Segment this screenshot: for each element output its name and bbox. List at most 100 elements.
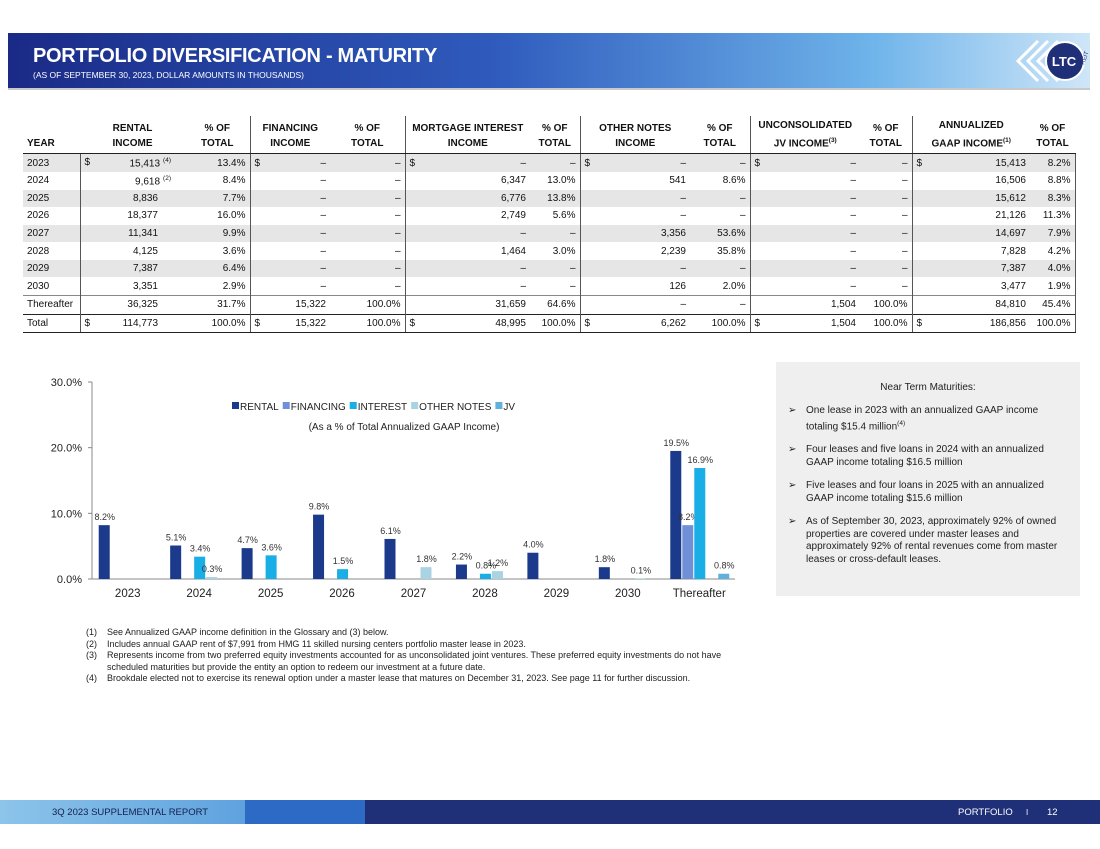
header-top: % OF [354, 123, 381, 135]
header-bottom: INCOME [615, 138, 656, 150]
percent-cell: 3.0% [530, 242, 581, 260]
column-header: RENTAL INCOME [80, 116, 185, 155]
amount-cell: 1,464 [405, 242, 530, 260]
footnote: (3) Represents income from two preferred … [86, 650, 758, 673]
percent-cell: – [690, 207, 751, 225]
legend-label: INTEREST [358, 402, 407, 413]
maturity-table: YEAR RENTAL INCOME % OF TOTAL FINANCING INCOME… [23, 116, 1076, 334]
footnote: (1) See Annualized GAAP income definition… [86, 627, 758, 639]
header-bottom: TOTAL [351, 138, 384, 150]
cell-value: 3,356 [660, 228, 686, 239]
bar [384, 538, 396, 579]
footnote: (2) Includes annual GAAP rent of $7,991 f… [86, 639, 758, 651]
chart: (As a % of Total Annualized GAAP Income)… [51, 377, 735, 600]
percent-cell: – [860, 171, 913, 190]
percent-cell: – [690, 295, 751, 315]
x-tick-label: Thereafter [673, 588, 726, 600]
footer-band [245, 800, 365, 824]
cell-value: 15,612 [995, 192, 1026, 204]
amount-cell: – [580, 207, 690, 225]
cell-value: – [850, 280, 856, 292]
bar [694, 468, 706, 579]
bar [337, 569, 349, 579]
percent-cell: 6.4% [185, 259, 251, 278]
legend-swatch [411, 402, 419, 409]
bullet: Five leases and four loans in 2025 with … [788, 480, 1062, 505]
percent-cell: 35.8% [690, 242, 751, 260]
header-row: YEAR RENTAL INCOME % OF TOTAL FINANCING INCOME… [23, 116, 1075, 155]
x-tick-label: 2027 [401, 588, 427, 600]
logo-chevron [1015, 39, 1040, 83]
header-bottom: YEAR [27, 138, 55, 150]
cell-value: 1,504 [830, 299, 856, 311]
amount-cell: – [750, 259, 860, 278]
header-top: % OF [541, 123, 568, 135]
amount-cell: – [580, 259, 690, 278]
cell-value: 13.4% [217, 157, 246, 169]
cell-value: – [394, 157, 401, 169]
percent-cell: – [530, 277, 581, 296]
percent-cell: 31.7% [185, 295, 251, 315]
header-bottom: JV INCOME [773, 138, 829, 150]
table-row: 2027 11,341 9.9% – – – – 3,356 53.6% – – 14,697 7.9% [23, 224, 1076, 243]
percent-cell: 8.4% [185, 171, 251, 190]
data-label: 2.2% [452, 552, 473, 562]
header-top: % OF [872, 123, 899, 135]
cell-value: – [739, 157, 746, 169]
percent-cell: – [330, 242, 406, 260]
cell-value: 36,325 [127, 299, 158, 311]
cell-value: 100.0% [211, 317, 246, 329]
cell-value: – [394, 245, 401, 257]
cell-value: – [320, 210, 326, 222]
data-label: 6.1% [380, 526, 401, 536]
currency: $ [584, 317, 591, 329]
data-label: 1.8% [595, 554, 616, 564]
bar [420, 567, 432, 579]
x-tick-label: 2030 [615, 588, 641, 600]
data-label: 1.5% [333, 556, 354, 566]
table-row: 2026 18,377 16.0% – – 2,749 5.6% – – – – 21,126 11.3… [23, 207, 1076, 225]
data-label: 1.8% [416, 554, 437, 564]
percent-cell: – [530, 224, 581, 243]
data-label: 8.2% [678, 512, 699, 522]
cell-value: – [739, 192, 746, 204]
header-note: (1) [1003, 137, 1011, 144]
percent-cell: 13.8% [530, 189, 581, 208]
column-header: % OF TOTAL [860, 116, 913, 155]
data-label: 8.2% [94, 512, 115, 522]
cell-value: – [850, 175, 856, 187]
cell-value: – [320, 228, 326, 239]
data-label: 1.2% [488, 558, 509, 568]
column-header: % OF TOTAL [530, 116, 581, 155]
row-label: Thereafter [23, 295, 80, 315]
x-tick-label: 2023 [115, 588, 141, 600]
amount-cell: 2,239 [580, 242, 690, 260]
amount-cell: – [750, 224, 860, 243]
data-label: 4.7% [237, 535, 258, 545]
header-bottom: INCOME [112, 138, 153, 150]
amount-cell: $15,413 (4) [79, 153, 185, 172]
cell-value: – [569, 157, 576, 169]
percent-cell: 7.7% [185, 189, 251, 208]
currency: $ [409, 157, 416, 169]
cell-value: – [901, 263, 908, 275]
legend-label: FINANCING [291, 402, 346, 413]
amount-cell: 36,325 [79, 295, 185, 315]
cell-value: 21,126 [995, 210, 1026, 222]
currency: $ [584, 157, 591, 169]
legend-label: RENTAL [240, 402, 279, 413]
row-label: 2030 [27, 280, 50, 292]
cell-value: 31.7% [217, 299, 246, 311]
amount-cell: 7,387 [912, 259, 1030, 278]
cell-value: – [569, 228, 576, 239]
footnotes: (1) See Annualized GAAP income definition… [86, 627, 758, 685]
amount-cell: – [750, 242, 860, 260]
cell-value: 3,351 [132, 280, 158, 292]
header-bottom: INCOME [447, 138, 488, 150]
percent-cell: 8.8% [1030, 171, 1076, 190]
cell-value: 18,377 [127, 210, 158, 222]
amount-cell: 6,776 [405, 189, 530, 208]
amount-cell: – [750, 172, 860, 190]
column-header: FINANCING INCOME [250, 116, 330, 155]
footnote-text: Brookdale elected not to exercise its re… [107, 673, 691, 684]
